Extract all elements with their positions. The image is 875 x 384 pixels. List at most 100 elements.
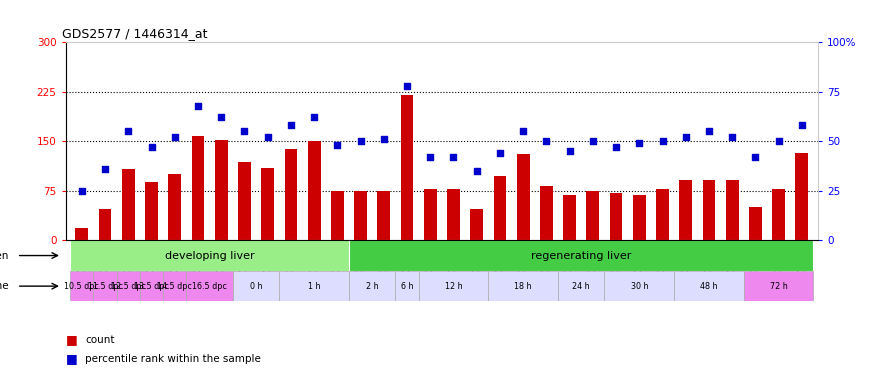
Text: 72 h: 72 h (770, 281, 788, 291)
Bar (116, 42, 140, 240)
Bar (122, 169, 135, 240)
Bar (308, 141, 320, 240)
Bar (99, 209, 111, 240)
Bar (418, 42, 442, 240)
Point (493, 150, 507, 156)
Point (748, 154, 762, 160)
Text: developing liver: developing liver (164, 250, 255, 260)
Bar (210, 42, 233, 240)
Bar (238, 162, 251, 240)
Point (377, 136, 391, 142)
Text: regenerating liver: regenerating liver (531, 250, 632, 260)
Bar (94, 271, 116, 301)
Text: 14.5 dpc: 14.5 dpc (158, 281, 192, 291)
Point (539, 138, 553, 144)
Point (284, 122, 298, 129)
Bar (377, 191, 390, 240)
Bar (331, 191, 344, 240)
Point (794, 122, 808, 129)
Text: 11.5 dpc: 11.5 dpc (88, 281, 122, 291)
Point (679, 134, 693, 141)
Bar (233, 271, 279, 301)
Text: 48 h: 48 h (700, 281, 717, 291)
Bar (401, 95, 413, 240)
Bar (744, 271, 814, 301)
Bar (163, 42, 186, 240)
Bar (466, 42, 488, 240)
Bar (512, 42, 535, 240)
Bar (396, 42, 418, 240)
Point (191, 103, 205, 109)
Bar (540, 186, 553, 240)
Bar (749, 207, 762, 240)
Point (354, 138, 367, 144)
Bar (94, 42, 116, 240)
Point (237, 128, 251, 134)
Bar (186, 271, 233, 301)
Bar (605, 271, 674, 301)
Point (168, 134, 182, 141)
Point (307, 114, 321, 121)
Bar (163, 271, 186, 301)
Point (122, 128, 136, 134)
Bar (349, 42, 372, 240)
Text: 12.5 dpc: 12.5 dpc (111, 281, 146, 291)
Point (446, 154, 460, 160)
Point (655, 138, 669, 144)
Bar (262, 168, 274, 240)
Bar (488, 271, 558, 301)
Bar (279, 42, 303, 240)
Text: ■: ■ (66, 353, 77, 366)
Text: 24 h: 24 h (572, 281, 590, 291)
Text: 12 h: 12 h (444, 281, 462, 291)
Bar (493, 175, 507, 240)
Bar (140, 271, 163, 301)
Bar (656, 189, 668, 240)
Bar (168, 174, 181, 240)
Bar (795, 153, 808, 240)
Point (424, 154, 438, 160)
Bar (192, 136, 205, 240)
Bar (535, 42, 558, 240)
Bar (396, 271, 418, 301)
Bar (558, 42, 581, 240)
Bar (679, 180, 692, 240)
Point (98, 166, 112, 172)
Bar (279, 271, 349, 301)
Bar (581, 42, 605, 240)
Bar (349, 271, 396, 301)
Point (144, 144, 158, 150)
Text: 1 h: 1 h (308, 281, 320, 291)
Bar (354, 191, 367, 240)
Point (586, 138, 600, 144)
Bar (186, 42, 210, 240)
Point (609, 144, 623, 150)
Bar (145, 182, 158, 240)
Text: count: count (85, 335, 115, 345)
Bar (773, 189, 785, 240)
Point (261, 134, 275, 141)
Point (633, 140, 647, 146)
Point (563, 148, 577, 154)
Point (331, 142, 345, 148)
Text: 10.5 dpc: 10.5 dpc (65, 281, 100, 291)
Bar (703, 180, 716, 240)
Point (75, 188, 89, 194)
Bar (256, 42, 279, 240)
Bar (70, 42, 94, 240)
Point (725, 134, 739, 141)
Text: specimen: specimen (0, 250, 9, 260)
Point (214, 114, 228, 121)
Bar (372, 42, 396, 240)
Text: 0 h: 0 h (250, 281, 262, 291)
Bar (75, 228, 88, 240)
Bar (418, 271, 488, 301)
Point (400, 83, 414, 89)
Bar (303, 42, 326, 240)
Point (470, 168, 484, 174)
Bar (233, 42, 256, 240)
Bar (215, 140, 228, 240)
Point (516, 128, 530, 134)
Text: 18 h: 18 h (514, 281, 532, 291)
Bar (651, 42, 674, 240)
